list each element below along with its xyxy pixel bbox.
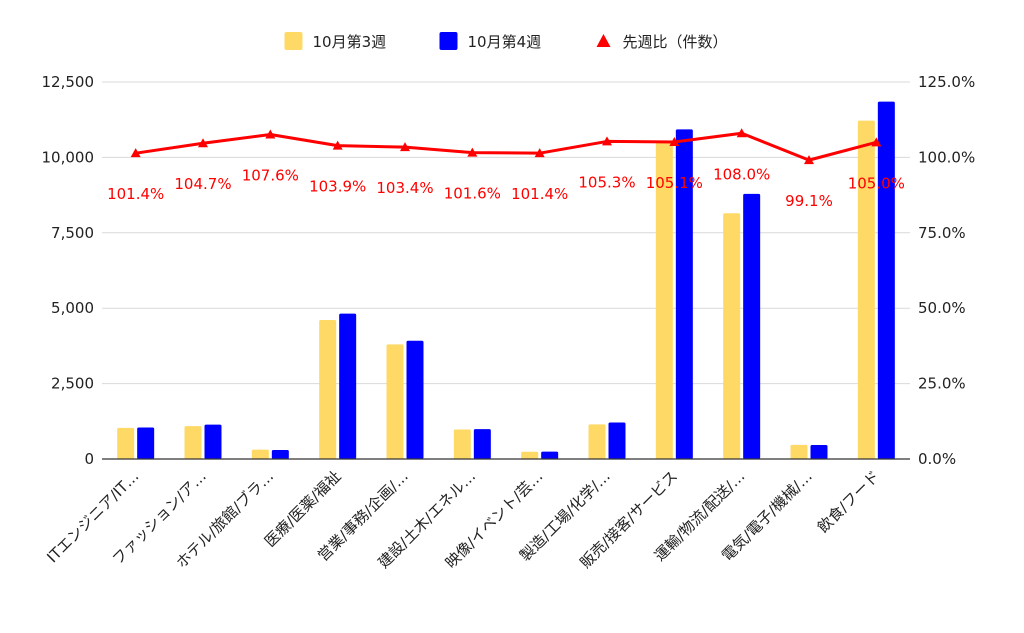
bar: [521, 451, 539, 459]
ratio-point: [736, 128, 747, 138]
left-tick-label: 0: [84, 450, 94, 468]
data-label: 107.6%: [242, 166, 299, 184]
data-label: 103.9%: [309, 178, 366, 196]
ratio-point: [332, 140, 343, 150]
right-tick-label: 0.0%: [918, 450, 956, 468]
data-label: 105.1%: [646, 174, 703, 192]
legend-label: 先週比（件数）: [623, 33, 728, 51]
right-tick-label: 75.0%: [918, 224, 966, 242]
bar: [137, 427, 155, 459]
bar-series: [117, 101, 895, 459]
data-label: 99.1%: [785, 192, 833, 210]
bar: [339, 313, 357, 459]
bar: [473, 429, 491, 459]
left-axis: 0 2,500 5,000 7,500 10,000 12,500: [42, 73, 95, 468]
ratio-point: [400, 142, 410, 152]
ratio-point: [804, 155, 814, 165]
bar: [810, 444, 828, 459]
bar: [204, 424, 222, 459]
legend-label: 10月第3週: [313, 33, 387, 51]
data-label: 103.4%: [376, 179, 433, 197]
legend-swatch: [439, 32, 458, 50]
data-labels: 101.4% 104.7% 107.6% 103.9% 103.4% 101.6% 101.…: [107, 165, 905, 210]
ratio-point: [130, 148, 141, 158]
bar: [251, 449, 269, 459]
bar: [588, 424, 606, 459]
left-tick-label: 10,000: [42, 148, 95, 166]
right-tick-label: 50.0%: [918, 299, 966, 317]
category-label: 飲食/フード: [814, 467, 883, 536]
bar: [184, 426, 202, 459]
bar: [117, 427, 135, 459]
bar: [857, 120, 875, 459]
bar: [406, 340, 424, 459]
legend-label: 10月第4週: [468, 33, 542, 51]
data-label: 101.6%: [444, 185, 501, 203]
right-tick-label: 125.0%: [918, 73, 975, 91]
bar: [608, 422, 626, 459]
bar: [723, 213, 741, 459]
legend: 10月第3週 10月第4週 先週比（件数）: [284, 32, 728, 51]
ratio-point: [871, 137, 882, 147]
ratio-line: [135, 131, 877, 162]
bar: [790, 444, 808, 459]
bar: [453, 429, 471, 459]
left-tick-label: 12,500: [42, 73, 95, 91]
data-label: 101.4%: [107, 185, 164, 203]
legend-marker: [596, 34, 611, 47]
bar: [655, 142, 673, 459]
bar: [743, 193, 761, 459]
bar: [877, 101, 895, 459]
x-axis-categories: ITエンジニア/IT…ファッション/ア…ホテル/旅館/ブラ…医療/医薬/福祉営業…: [43, 467, 883, 572]
right-tick-label: 100.0%: [918, 148, 975, 166]
bar: [386, 344, 404, 459]
bar: [541, 451, 559, 459]
right-axis: 0.0% 25.0% 50.0% 75.0% 100.0% 125.0%: [918, 73, 975, 468]
legend-swatch: [284, 32, 303, 50]
bar: [675, 129, 693, 459]
ratio-point: [602, 136, 612, 146]
bar: [319, 319, 337, 459]
data-label: 104.7%: [174, 175, 231, 193]
ratio-point: [669, 137, 680, 147]
ratio-point: [198, 138, 208, 148]
data-label: 108.0%: [713, 165, 770, 183]
ratio-line-series: [130, 128, 882, 165]
gridlines: [102, 81, 910, 385]
data-label: 101.4%: [511, 185, 568, 203]
ratio-point: [265, 129, 276, 139]
right-tick-label: 25.0%: [918, 375, 966, 393]
left-tick-label: 7,500: [51, 224, 94, 242]
data-label: 105.0%: [848, 174, 905, 192]
data-label: 105.3%: [578, 173, 635, 191]
left-tick-label: 2,500: [51, 375, 94, 393]
ratio-point: [467, 147, 478, 157]
bar: [271, 449, 289, 459]
left-tick-label: 5,000: [51, 299, 94, 317]
ratio-point: [534, 148, 545, 158]
